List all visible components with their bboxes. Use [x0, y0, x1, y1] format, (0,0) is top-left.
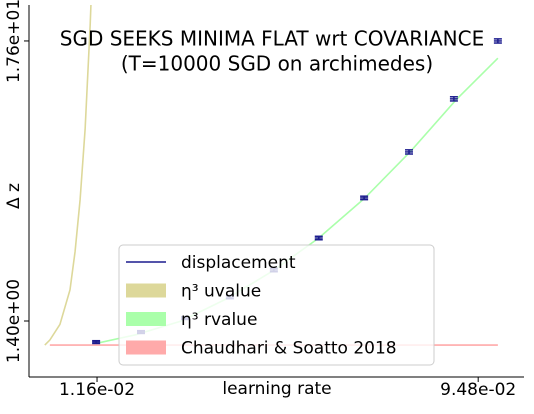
legend-label: η³ uvalue: [181, 282, 261, 302]
y-tick-label: 1.76e+01: [4, 0, 24, 83]
legend-swatch: [126, 312, 166, 326]
x-tick-label: 9.48e-02: [440, 380, 516, 400]
y-axis-label: Δ z: [4, 183, 24, 209]
chart-title: SGD SEEKS MINIMA FLAT wrt COVARIANCE: [60, 27, 484, 51]
legend-label: η³ rvalue: [181, 310, 257, 330]
x-tick-label: 1.16e-02: [59, 380, 135, 400]
y-tick-label: 1.40e+00: [4, 279, 24, 363]
chart-subtitle: (T=10000 SGD on archimedes): [121, 52, 433, 76]
error-bar: [405, 149, 414, 155]
error-bar: [314, 235, 323, 241]
legend-label: Chaudhari & Soatto 2018: [181, 339, 397, 359]
legend-swatch: [126, 340, 166, 355]
error-bar: [449, 96, 458, 102]
series-line: [44, 5, 92, 346]
legend-box: [118, 244, 435, 366]
error-bar: [92, 339, 101, 345]
error-bar: [360, 195, 369, 201]
legend: displacement η³ uvalue η³ rvalue Chaudhari …: [118, 244, 435, 366]
x-axis-label: learning rate: [222, 379, 331, 399]
legend-label: displacement: [181, 253, 296, 273]
legend-swatch: [126, 283, 166, 298]
error-bar: [493, 38, 502, 44]
